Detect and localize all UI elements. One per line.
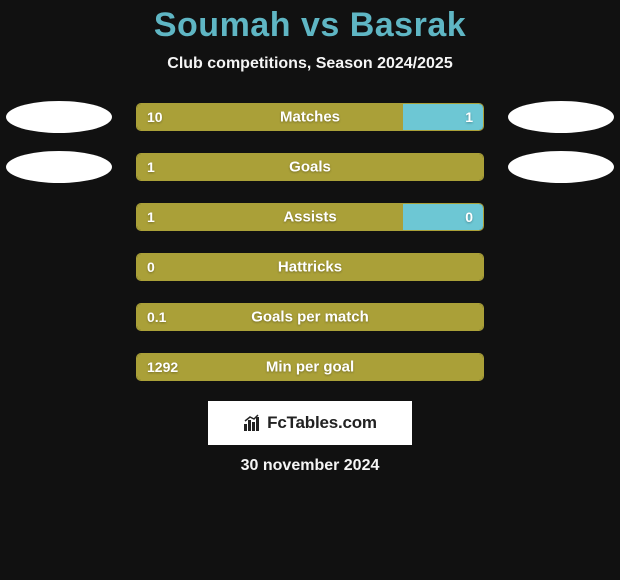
metrics-list: 10 Matches 1 1 Goals 1 Assists 0 0 Hattricks 0.1 Go… <box>0 101 620 383</box>
metric-row: 1292 Min per goal <box>0 351 620 383</box>
metric-value-player-1: 1 <box>147 209 155 225</box>
metric-label: Goals <box>289 159 331 176</box>
player-1-club-logo <box>6 101 112 133</box>
metric-bar: 0.1 Goals per match <box>136 303 484 331</box>
chart-icon <box>243 414 263 432</box>
player-2-club-logo <box>508 101 614 133</box>
metric-label: Goals per match <box>251 309 369 326</box>
metric-bar: 0 Hattricks <box>136 253 484 281</box>
metric-bar: 10 Matches 1 <box>136 103 484 131</box>
player-1-name: Soumah <box>154 6 291 44</box>
metric-bar: 1 Goals <box>136 153 484 181</box>
spacer <box>508 251 614 283</box>
metric-bar: 1292 Min per goal <box>136 353 484 381</box>
metric-value-player-1: 0.1 <box>147 309 166 325</box>
metric-row: 1 Assists 0 <box>0 201 620 233</box>
spacer <box>6 201 112 233</box>
metric-label: Assists <box>283 209 336 226</box>
metric-row: 1 Goals <box>0 151 620 183</box>
metric-value-player-1: 1 <box>147 159 155 175</box>
player-1-club-logo <box>6 151 112 183</box>
vs-separator: vs <box>301 6 340 44</box>
spacer <box>6 301 112 333</box>
bar-fill-player-1 <box>137 104 403 130</box>
metric-bar: 1 Assists 0 <box>136 203 484 231</box>
branding-text: FcTables.com <box>267 413 377 433</box>
spacer <box>508 301 614 333</box>
date-caption: 30 november 2024 <box>0 457 620 475</box>
metric-value-player-1: 0 <box>147 259 155 275</box>
metric-value-player-2: 1 <box>465 109 473 125</box>
metric-value-player-1: 1292 <box>147 359 178 375</box>
spacer <box>6 251 112 283</box>
metric-value-player-2: 0 <box>465 209 473 225</box>
player-2-club-logo <box>508 151 614 183</box>
comparison-card: Soumah vs Basrak Club competitions, Seas… <box>0 0 620 475</box>
metric-row: 0 Hattricks <box>0 251 620 283</box>
metric-label: Min per goal <box>266 359 354 376</box>
metric-value-player-1: 10 <box>147 109 163 125</box>
page-title: Soumah vs Basrak <box>0 6 620 45</box>
metric-label: Hattricks <box>278 259 342 276</box>
spacer <box>508 201 614 233</box>
metric-label: Matches <box>280 109 340 126</box>
spacer <box>508 351 614 383</box>
metric-row: 0.1 Goals per match <box>0 301 620 333</box>
subtitle: Club competitions, Season 2024/2025 <box>0 55 620 73</box>
branding-box: FcTables.com <box>208 401 412 445</box>
spacer <box>6 351 112 383</box>
bar-fill-player-1 <box>137 204 403 230</box>
metric-row: 10 Matches 1 <box>0 101 620 133</box>
player-2-name: Basrak <box>350 6 466 44</box>
